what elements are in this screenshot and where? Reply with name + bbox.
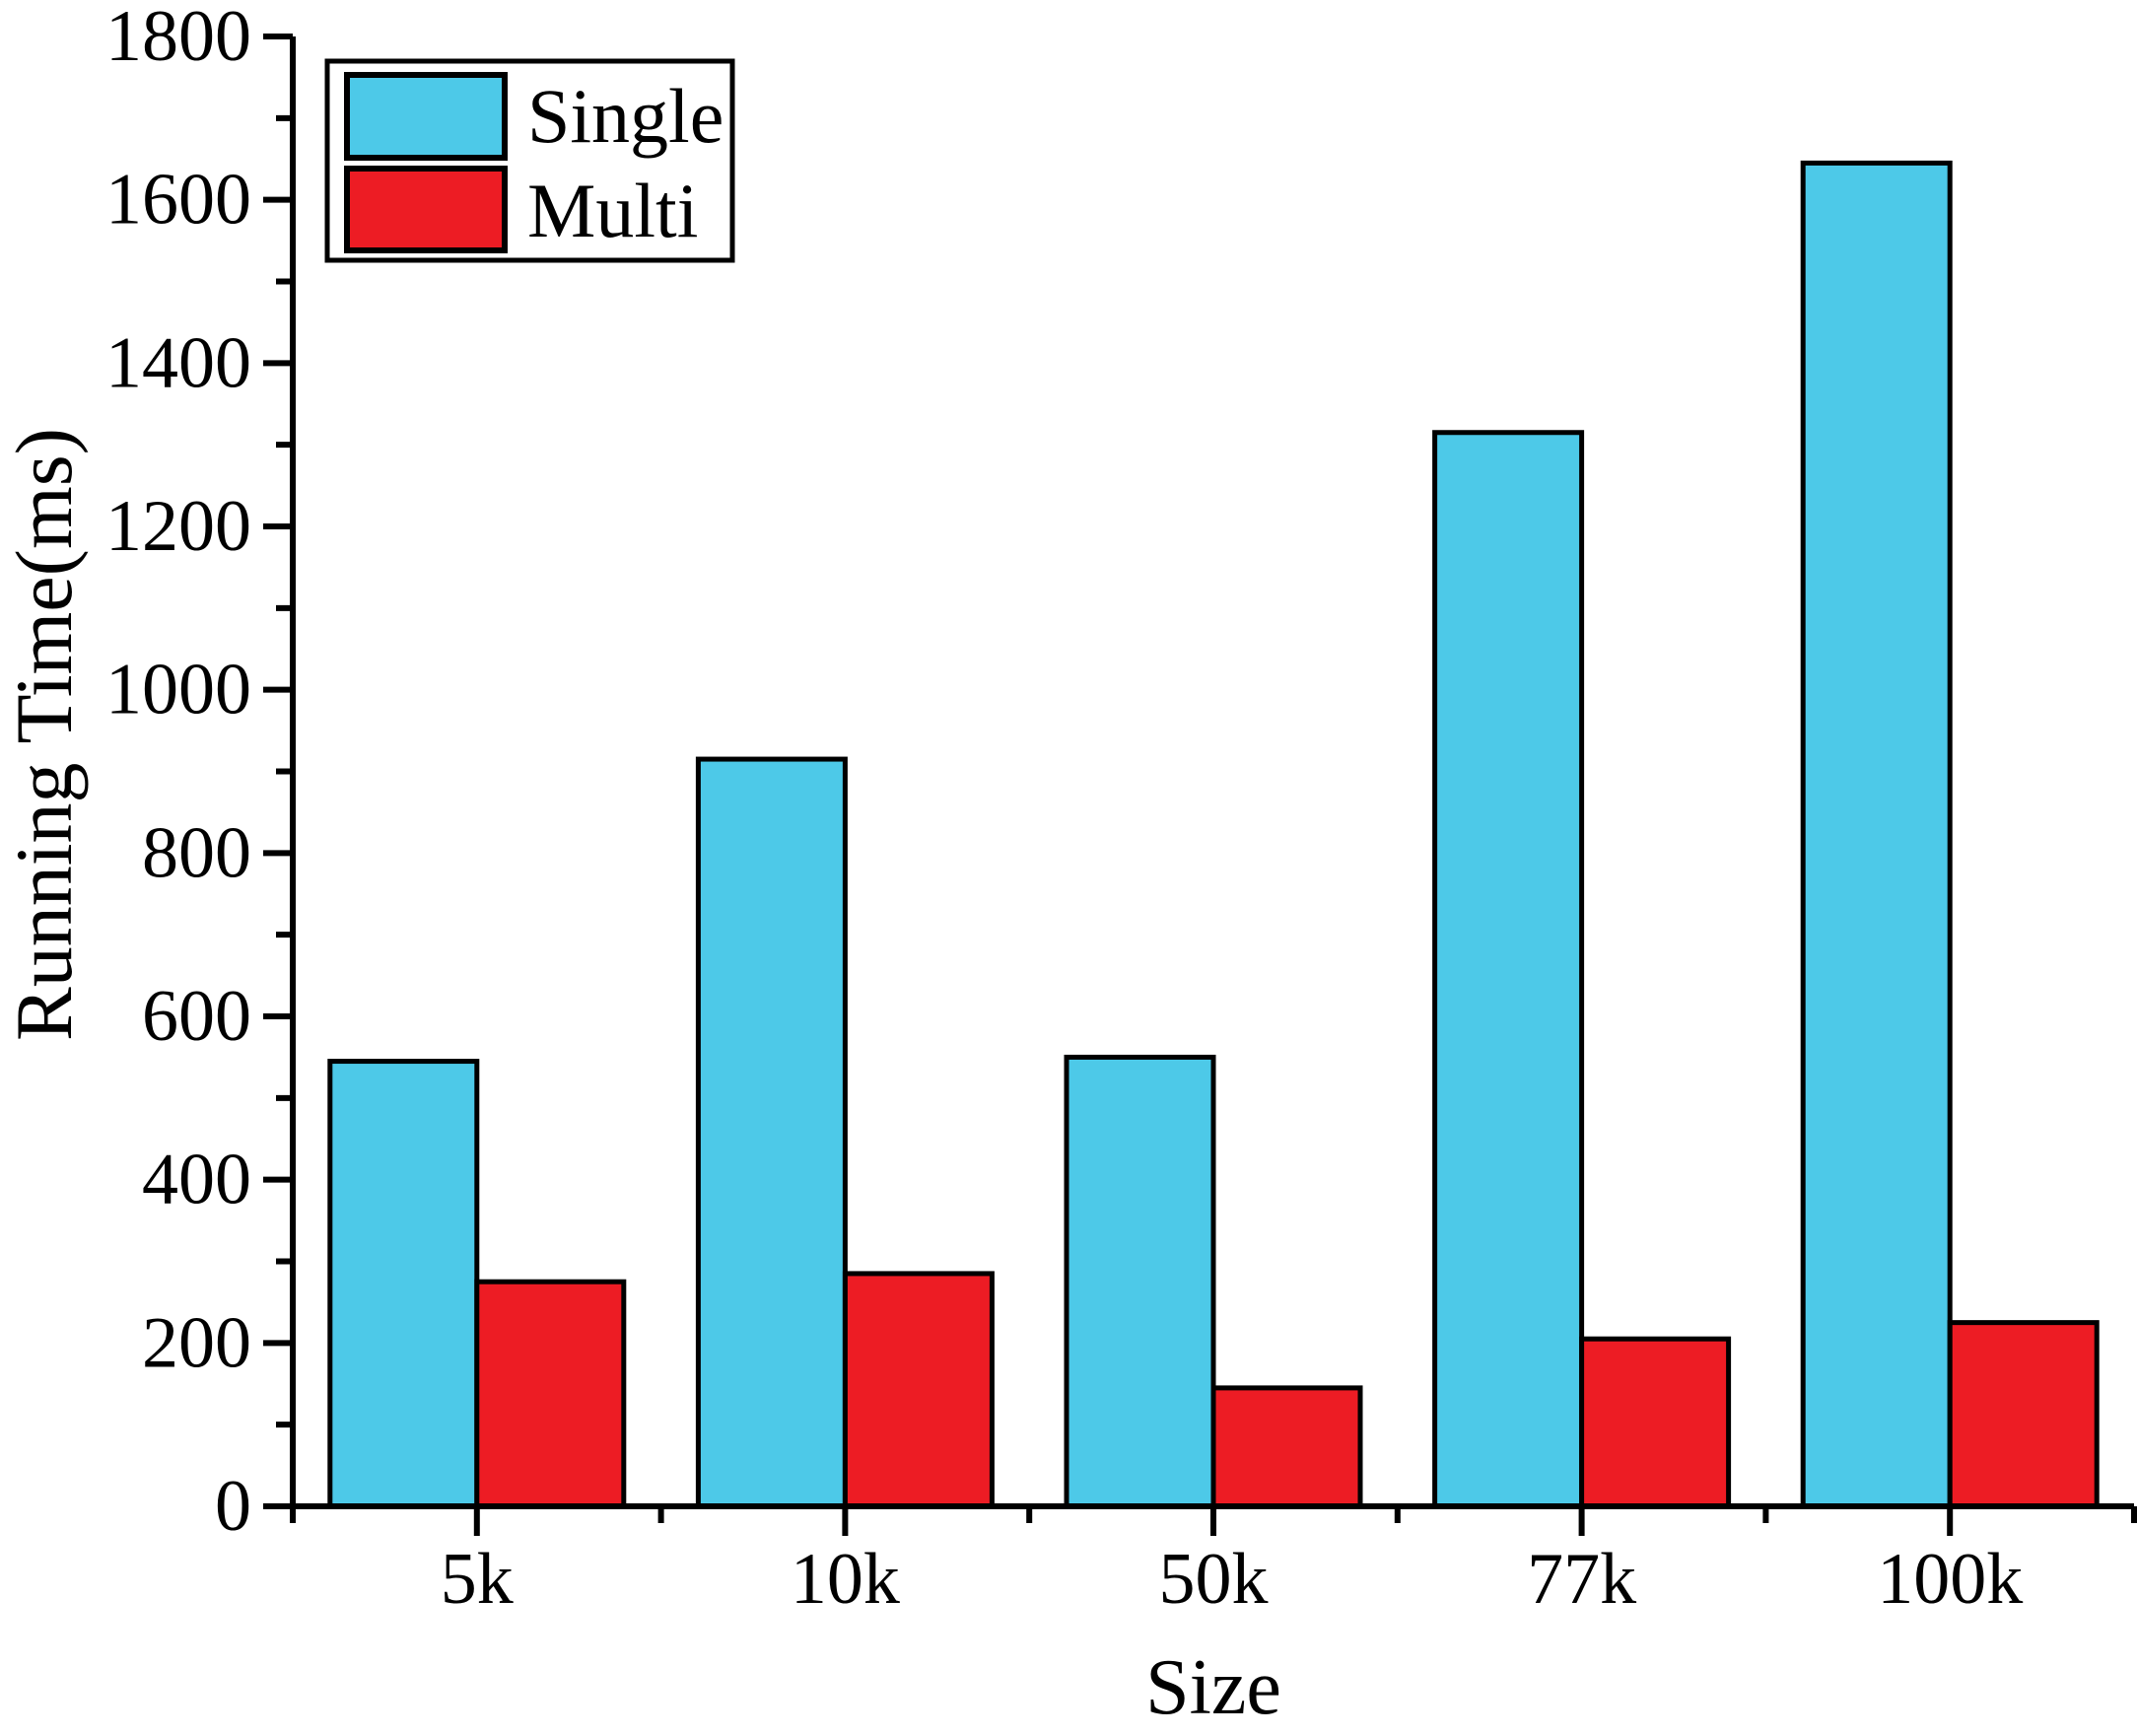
x-category-label-5k: 5k <box>441 1539 514 1620</box>
y-tick-label: 1400 <box>105 322 251 403</box>
bar-single-100k <box>1800 160 1953 1509</box>
x-category-label-10k: 10k <box>791 1539 900 1620</box>
bar-single-10k <box>695 756 848 1509</box>
y-tick-label: 400 <box>142 1140 251 1220</box>
bars-layer <box>327 160 2100 1509</box>
axes-layer <box>290 36 2134 1509</box>
bar-multi-5k <box>474 1279 627 1509</box>
y-tick-label: 1800 <box>105 0 251 77</box>
x-category-label-50k: 50k <box>1159 1539 1269 1620</box>
y-tick-label: 1200 <box>105 486 251 567</box>
x-category-label-77k: 77k <box>1527 1539 1636 1620</box>
y-tick-label: 200 <box>142 1302 251 1383</box>
bar-single-77k <box>1432 430 1585 1509</box>
legend-swatch-single <box>344 72 508 161</box>
x-category-label-100k: 100k <box>1877 1539 2023 1620</box>
bar-multi-77k <box>1579 1336 1732 1509</box>
y-tick-label: 0 <box>215 1466 251 1547</box>
x-axis-title: Size <box>1145 1644 1281 1731</box>
y-tick-label: 800 <box>142 812 251 893</box>
labels-layer: 0 200 400 600 800 1000 1200 1400 1600 1800 5k 10k 50… <box>105 0 2023 1620</box>
y-tick-label: 1000 <box>105 650 251 730</box>
legend: Single Multi <box>324 58 735 263</box>
y-axis-title: Running Time(ms) <box>0 428 89 1041</box>
bar-single-5k <box>327 1059 480 1509</box>
bar-multi-10k <box>842 1271 995 1509</box>
legend-label-single: Single <box>527 73 724 159</box>
legend-label-multi: Multi <box>527 168 698 253</box>
y-tick-label: 1600 <box>105 160 251 241</box>
bar-single-50k <box>1064 1054 1216 1509</box>
y-tick-label: 600 <box>142 976 251 1057</box>
bar-multi-100k <box>1947 1320 2100 1509</box>
legend-swatch-multi <box>344 166 508 253</box>
bar-multi-50k <box>1210 1385 1363 1509</box>
